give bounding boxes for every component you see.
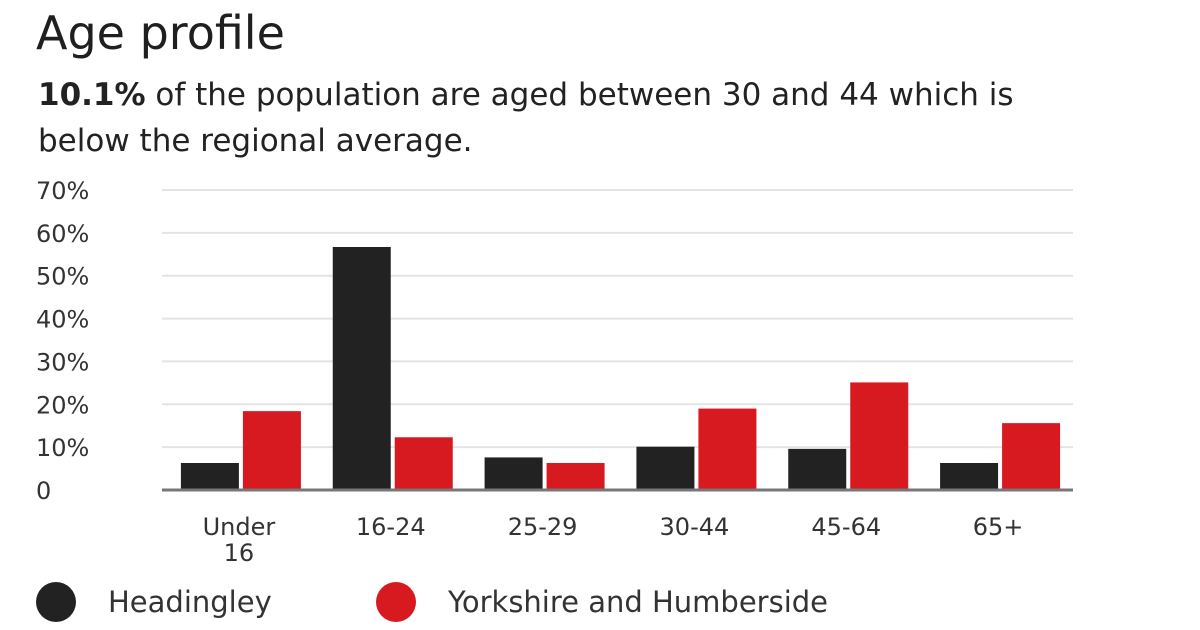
legend-label: Headingley <box>108 585 272 619</box>
x-tick-label: 30-44 <box>660 513 730 541</box>
bar-headingley <box>940 463 999 490</box>
bar-headingley <box>636 446 695 490</box>
y-tick-label: 50% <box>36 263 89 291</box>
bar-headingley <box>332 247 391 490</box>
subtitle-text: of the population are aged between 30 an… <box>38 77 1014 159</box>
legend-item-yorkshire: Yorkshire and Humberside <box>376 582 828 622</box>
bar-yorkshire <box>1002 423 1061 490</box>
x-tick-label: 45-64 <box>811 513 881 541</box>
legend-label: Yorkshire and Humberside <box>448 585 829 619</box>
bar-yorkshire <box>394 437 453 490</box>
subtitle-highlight: 10.1% <box>38 77 146 113</box>
x-tick-label: 25-29 <box>508 513 578 541</box>
x-tick-label: 16-24 <box>356 513 426 541</box>
legend-swatch-icon <box>36 582 76 622</box>
bar-headingley <box>484 457 543 490</box>
y-tick-label: 60% <box>36 220 89 248</box>
y-tick-label: 10% <box>36 434 89 462</box>
x-tick-label: 65+ <box>973 513 1024 541</box>
bar-yorkshire <box>850 382 909 490</box>
x-tick-label: Under 16 <box>203 513 276 567</box>
y-tick-label: 40% <box>36 306 89 334</box>
y-tick-label: 70% <box>36 177 89 205</box>
legend-item-headingley: Headingley <box>36 582 272 622</box>
y-tick-label: 30% <box>36 348 89 376</box>
bar-headingley <box>788 448 847 490</box>
legend-swatch-icon <box>376 582 416 622</box>
bar-yorkshire <box>698 408 757 490</box>
chart-title: Age profile <box>36 6 285 60</box>
bar-yorkshire <box>242 411 301 490</box>
bar-yorkshire <box>546 463 605 490</box>
y-tick-label: 0 <box>36 477 51 505</box>
chart-subtitle: 10.1% of the population are aged between… <box>38 72 1038 164</box>
bar-headingley <box>180 463 239 490</box>
y-tick-label: 20% <box>36 391 89 419</box>
